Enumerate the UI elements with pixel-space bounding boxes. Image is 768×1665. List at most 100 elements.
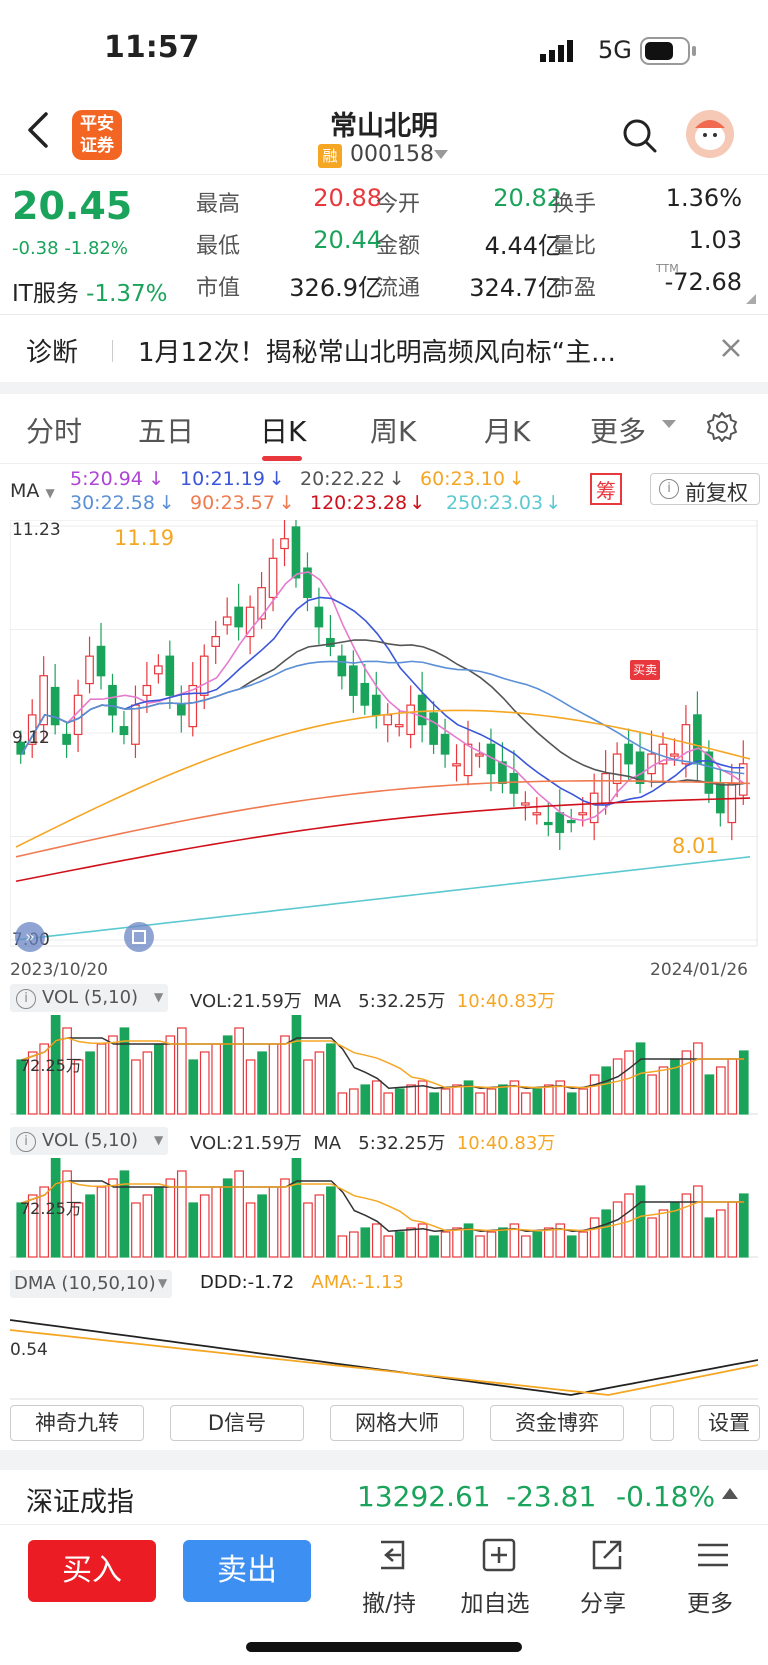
tab-4[interactable]: 月K xyxy=(484,415,531,448)
candle-body xyxy=(681,724,691,765)
dma-selector[interactable]: DMA (10,50,10) ▼ xyxy=(10,1270,172,1298)
battery-icon xyxy=(640,37,698,69)
date-end: 2024/01/26 xyxy=(650,960,748,980)
volume-bar xyxy=(498,1227,508,1258)
quote-label-0-2: 换手 xyxy=(552,192,597,217)
vol1-selector[interactable]: i VOL (5,10) ▼ xyxy=(10,984,168,1012)
vol2-selector[interactable]: i VOL (5,10) ▼ xyxy=(10,1127,168,1155)
dma-chart[interactable] xyxy=(10,1300,758,1400)
search-icon[interactable] xyxy=(622,118,658,158)
candle-body xyxy=(624,743,633,765)
volume-bar xyxy=(394,1231,405,1258)
volume-bar xyxy=(589,1074,600,1115)
cancel-hold-icon[interactable] xyxy=(373,1536,411,1578)
volume-bar xyxy=(211,1186,222,1258)
user-avatar[interactable] xyxy=(686,110,734,158)
volume-bar xyxy=(268,1186,279,1258)
bottom-action-label-0[interactable]: 撤/持 xyxy=(362,1591,416,1617)
more-menu-icon[interactable] xyxy=(694,1536,732,1578)
volume-bar xyxy=(188,1059,199,1115)
tab-5[interactable]: 更多 xyxy=(590,415,647,448)
sector-info[interactable]: IT服务 -1.37% xyxy=(12,281,168,307)
stock-code[interactable]: 000158 xyxy=(350,142,434,167)
tool-chip-1[interactable]: D信号 xyxy=(170,1405,304,1441)
tool-chip-2[interactable]: 网格大师 xyxy=(330,1405,464,1441)
volume-bar xyxy=(337,1092,348,1115)
tool-chip-overflow[interactable] xyxy=(650,1405,674,1441)
divider xyxy=(0,463,768,464)
volume-bar xyxy=(521,1235,531,1258)
volume-bar xyxy=(348,1088,359,1115)
volume-bar xyxy=(681,1193,692,1258)
chevron-down-icon[interactable] xyxy=(434,150,448,159)
candle-body xyxy=(383,714,393,726)
trade-marker[interactable]: 买卖 xyxy=(630,660,660,680)
candle-body xyxy=(39,675,49,726)
volume-bar xyxy=(383,1092,394,1115)
add-watchlist-icon[interactable] xyxy=(480,1536,518,1578)
section-gap xyxy=(0,1450,768,1470)
ddd-line xyxy=(10,1319,758,1396)
candle-body xyxy=(589,792,599,824)
volume-bar xyxy=(578,1231,589,1258)
quote-value-1-1: 4.44亿 xyxy=(484,232,562,260)
candle-body xyxy=(406,704,416,736)
candle-body xyxy=(154,665,163,675)
ma5-line xyxy=(21,571,745,822)
back-icon[interactable] xyxy=(24,110,52,150)
candle-body xyxy=(521,802,530,806)
kline-chart[interactable] xyxy=(10,520,758,960)
candle-body xyxy=(291,526,301,579)
candle-body xyxy=(348,665,358,696)
volume-bar xyxy=(257,1051,267,1115)
close-icon[interactable] xyxy=(720,337,742,363)
diagnose-headline[interactable]: 1月12次！揭秘常山北明高频风向标“主... xyxy=(138,338,616,368)
quote-value-1-2: 1.03 xyxy=(688,226,742,254)
volume-bar xyxy=(647,1217,657,1258)
tab-0[interactable]: 分时 xyxy=(26,415,83,448)
gear-icon[interactable] xyxy=(706,411,738,447)
buy-button[interactable]: 买入 xyxy=(28,1540,156,1602)
volume-bar xyxy=(245,1202,256,1258)
volume-bar xyxy=(314,1051,325,1115)
tab-3[interactable]: 周K xyxy=(370,415,417,448)
tool-chip-3[interactable]: 资金博弈 xyxy=(490,1405,624,1441)
tool-chip-0[interactable]: 神奇九转 xyxy=(10,1405,144,1441)
volume-bar xyxy=(566,1092,577,1115)
candle-body xyxy=(498,761,507,785)
bottom-action-label-3[interactable]: 更多 xyxy=(687,1591,733,1617)
expand-icon[interactable]: » xyxy=(15,922,45,952)
index-name[interactable]: 深证成指 xyxy=(26,1487,134,1518)
sell-button[interactable]: 卖出 xyxy=(183,1540,311,1602)
adjust-label: 前复权 xyxy=(685,481,748,505)
volume-chart-2[interactable] xyxy=(10,1158,758,1258)
volume-bar xyxy=(291,1158,302,1258)
volume-chart-1[interactable] xyxy=(10,1015,758,1115)
tool-chip-4[interactable]: 设置 xyxy=(698,1405,760,1441)
volume-bar xyxy=(475,1235,485,1258)
tab-1[interactable]: 五日 xyxy=(138,415,195,448)
ma10-line xyxy=(21,596,745,806)
ma-selector[interactable]: MA ▼ xyxy=(10,480,55,502)
chips-button[interactable]: 筹 xyxy=(590,473,622,505)
volume-bar xyxy=(624,1050,634,1115)
volume-bar xyxy=(417,1223,428,1258)
vol-ma10-line xyxy=(21,1037,745,1089)
candle-body xyxy=(509,773,519,794)
candle-body xyxy=(85,655,94,685)
share-icon[interactable] xyxy=(588,1536,626,1578)
candle-body xyxy=(693,714,702,765)
volume-bar xyxy=(360,1227,371,1258)
candle-body xyxy=(417,694,427,726)
bottom-action-label-1[interactable]: 加自选 xyxy=(460,1591,530,1617)
volume-bar xyxy=(142,1194,153,1258)
chevron-up-icon[interactable] xyxy=(722,1488,738,1499)
bottom-action-label-2[interactable]: 分享 xyxy=(580,1591,626,1617)
fullscreen-icon[interactable] xyxy=(124,922,154,952)
candle-body xyxy=(96,645,106,677)
adjust-button[interactable]: i 前复权 xyxy=(650,473,760,505)
volume-bar xyxy=(463,1223,474,1258)
volume-bar xyxy=(199,1051,210,1115)
tab-2[interactable]: 日K xyxy=(260,415,307,448)
chevron-down-icon[interactable] xyxy=(662,420,676,428)
